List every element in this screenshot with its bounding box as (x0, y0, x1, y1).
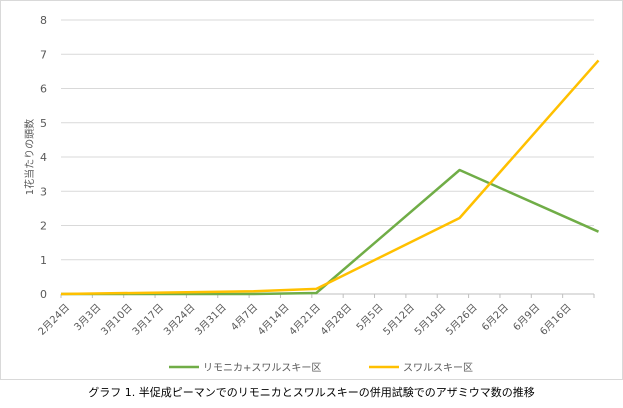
x-tick-label: 2月24日 (36, 302, 72, 338)
x-tick-label: 3月17日 (130, 302, 166, 338)
legend-label: リモニカ+スワルスキー区 (203, 362, 321, 374)
x-tick-label: 4月21日 (287, 302, 323, 338)
x-tick-label: 3月3日 (72, 302, 104, 334)
legend-label: スワルスキー区 (403, 362, 473, 374)
x-tick-label: 4月7日 (229, 302, 261, 334)
y-tick-label: 4 (40, 151, 47, 164)
series-lines (60, 59, 600, 296)
x-tick-label: 3月24日 (161, 302, 197, 338)
y-tick-label: 7 (40, 48, 47, 61)
x-tick-label: 3月10日 (99, 302, 135, 338)
x-tick-label: 6月2日 (479, 302, 511, 334)
x-tick-label: 6月9日 (511, 302, 543, 334)
x-tick-label: 5月19日 (412, 302, 448, 338)
x-tick-label: 6月16日 (538, 302, 574, 338)
x-tick-label: 3月31日 (193, 302, 229, 338)
y-tick-label: 6 (40, 83, 47, 96)
y-tick-labels: 0 1 2 3 4 5 6 7 8 (40, 14, 47, 301)
series-line (61, 168, 600, 296)
legend: リモニカ+スワルスキー区 スワルスキー区 (169, 362, 473, 374)
y-tick-label: 0 (40, 288, 47, 301)
x-tick-label: 5月26日 (444, 302, 480, 338)
x-tick-label: 5月12日 (381, 302, 417, 338)
y-tick-label: 3 (40, 185, 47, 198)
y-tick-label: 8 (40, 14, 47, 27)
y-axis-label: 1花当たりの頭数 (23, 119, 36, 195)
gridlines (61, 19, 594, 295)
x-tick-label: 4月28日 (318, 302, 354, 338)
x-tick-label: 4月14日 (255, 302, 291, 338)
figure-caption: グラフ 1. 半促成ピーマンでのリモニカとスワルスキーの併用試験でのアザミウマ数… (88, 386, 535, 399)
y-tick-label: 2 (40, 220, 47, 233)
y-tick-label: 1 (40, 254, 47, 267)
series-line (60, 59, 600, 296)
y-tick-label: 5 (40, 117, 47, 130)
x-tick-label: 5月5日 (354, 302, 386, 334)
